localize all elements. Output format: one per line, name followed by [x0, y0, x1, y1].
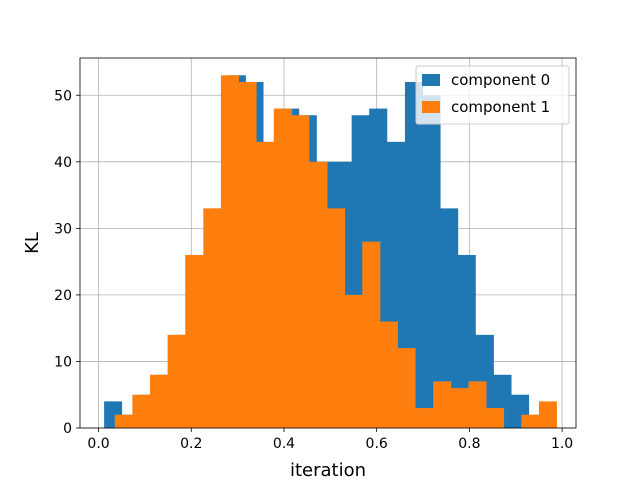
histogram-bar — [521, 414, 540, 428]
histogram-bar — [538, 401, 557, 428]
y-tick-label: 10 — [54, 354, 72, 370]
x-tick-label: 0.4 — [273, 436, 295, 452]
histogram-bars — [104, 75, 557, 429]
histogram-bar — [415, 408, 434, 428]
y-tick-label: 20 — [54, 288, 72, 304]
legend: component 0 component 1 — [415, 65, 570, 125]
x-tick-label: 0.2 — [180, 436, 202, 452]
histogram-bar — [486, 408, 505, 428]
histogram-bar — [379, 321, 398, 428]
histogram-bar — [185, 254, 204, 428]
histogram-bar — [344, 294, 363, 428]
histogram-bar — [327, 208, 346, 428]
axis-ticks: 0.0 0.2 0.4 0.6 0.8 1.0 0 10 20 30 40 50 — [54, 88, 573, 452]
x-tick-label: 0.8 — [458, 436, 480, 452]
histogram-bar — [291, 115, 310, 428]
y-tick-label: 30 — [54, 221, 72, 237]
y-axis-label: KL — [22, 232, 43, 254]
legend-swatch-component-0 — [422, 74, 440, 86]
histogram-bar — [238, 81, 257, 428]
axes-frame — [79, 57, 577, 429]
histogram-bar — [433, 381, 452, 428]
y-tick-label: 0 — [63, 421, 72, 437]
histogram-bar — [220, 75, 239, 428]
histogram-bar — [422, 95, 441, 429]
y-tick-label: 40 — [54, 155, 72, 171]
x-axis-label: iteration — [290, 460, 366, 480]
histogram-bar — [440, 208, 459, 428]
histogram-bar — [203, 208, 222, 428]
histogram-bar — [468, 381, 487, 428]
histogram-bar — [132, 394, 151, 428]
histogram-bar — [362, 241, 381, 428]
legend-label-component-1: component 1 — [451, 98, 550, 116]
histogram-bar — [397, 348, 416, 428]
histogram-bar — [114, 414, 133, 428]
y-tick-label: 50 — [54, 88, 72, 104]
legend-label-component-0: component 0 — [451, 71, 550, 89]
histogram-bar — [450, 388, 469, 428]
histogram-bar — [149, 374, 169, 428]
histogram-bar — [167, 334, 186, 428]
histogram-bar — [256, 141, 275, 428]
series-1 — [114, 75, 557, 429]
histogram-bar — [404, 81, 423, 428]
x-tick-label: 0.0 — [87, 436, 109, 452]
x-tick-label: 1.0 — [551, 436, 573, 452]
histogram-bar — [273, 108, 292, 429]
x-tick-label: 0.6 — [366, 436, 388, 452]
legend-swatch-component-1 — [422, 101, 440, 113]
histogram-bar — [308, 161, 328, 429]
legend-box — [415, 65, 570, 125]
